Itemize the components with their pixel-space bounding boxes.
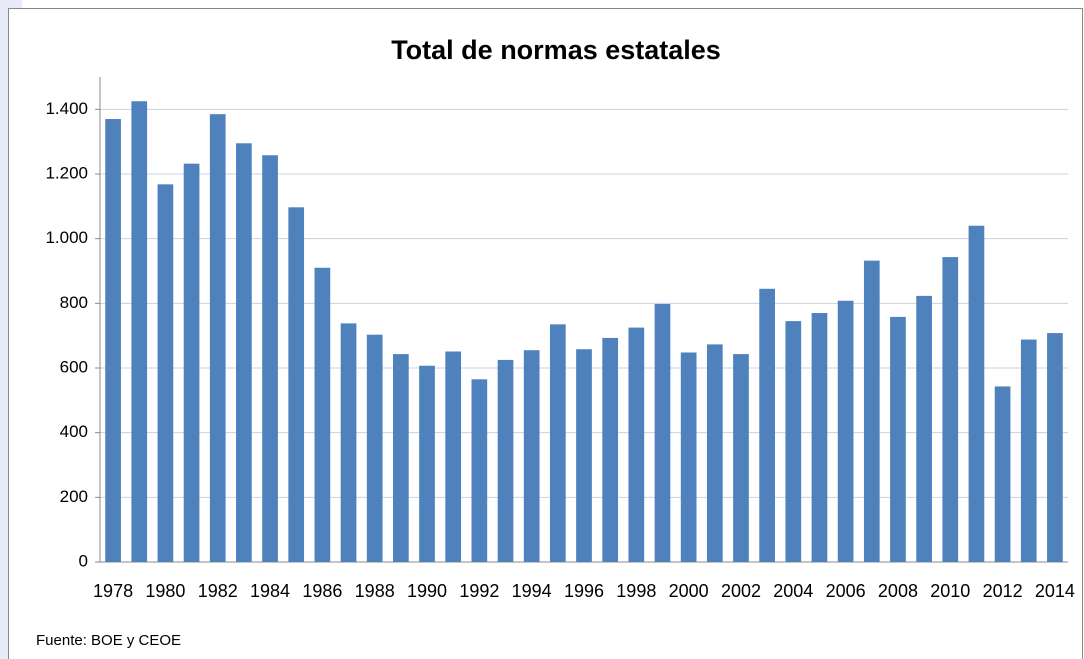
bar <box>759 288 775 562</box>
y-tick-label: 1.200 <box>45 163 88 182</box>
bar <box>262 155 278 562</box>
x-tick-label: 1986 <box>302 581 342 601</box>
bar <box>131 101 148 562</box>
bar <box>628 327 645 562</box>
x-tick-label: 1988 <box>355 581 395 601</box>
x-tick-label: 1978 <box>93 581 133 601</box>
bar <box>733 354 749 562</box>
bar <box>837 300 854 562</box>
bar <box>890 316 906 562</box>
bar <box>105 119 121 563</box>
bar <box>994 386 1011 562</box>
bar <box>314 267 331 562</box>
bar <box>942 257 959 562</box>
x-tick-label: 1998 <box>616 581 656 601</box>
chart-title: Total de normas estatales <box>391 35 721 65</box>
bar <box>236 143 252 563</box>
y-tick-label: 1.400 <box>45 99 88 118</box>
bar <box>654 303 671 562</box>
bar <box>576 349 592 562</box>
bar <box>523 350 540 562</box>
x-tick-label: 2000 <box>669 581 709 601</box>
x-tick-label: 2008 <box>878 581 918 601</box>
bar <box>549 324 566 562</box>
x-tick-label: 1980 <box>145 581 185 601</box>
bar <box>366 334 383 562</box>
bar <box>157 184 174 562</box>
x-tick-label: 2010 <box>930 581 970 601</box>
source-note: Fuente: BOE y CEOE <box>36 632 181 649</box>
bar <box>183 163 200 563</box>
x-tick-label: 2004 <box>773 581 813 601</box>
x-tick-label: 1984 <box>250 581 290 601</box>
bar <box>916 295 932 562</box>
y-tick-label: 0 <box>79 551 88 570</box>
bar <box>968 225 985 562</box>
bar <box>602 337 619 562</box>
y-tick-label: 400 <box>60 422 88 441</box>
x-tick-label: 2006 <box>826 581 866 601</box>
x-tick-label: 1992 <box>459 581 499 601</box>
x-tick-label: 1982 <box>198 581 238 601</box>
x-tick-label: 2012 <box>983 581 1023 601</box>
y-tick-label: 200 <box>60 487 88 506</box>
bar <box>288 207 305 562</box>
y-tick-label: 1.000 <box>45 228 88 247</box>
bar <box>471 379 488 562</box>
bar <box>419 365 435 562</box>
bar <box>340 323 357 562</box>
bar <box>393 354 409 562</box>
bar <box>445 351 462 562</box>
bar <box>497 359 514 562</box>
x-tick-label: 2014 <box>1035 581 1075 601</box>
bar <box>1047 333 1063 562</box>
y-tick-label: 600 <box>60 357 88 376</box>
bar <box>811 313 828 562</box>
bar <box>680 352 697 562</box>
x-tick-label: 2002 <box>721 581 761 601</box>
bar <box>863 260 880 562</box>
bar <box>785 321 802 562</box>
y-tick-label: 800 <box>60 293 88 312</box>
bar <box>1020 339 1037 562</box>
x-tick-label: 1994 <box>512 581 552 601</box>
bar <box>209 114 226 562</box>
x-tick-label: 1996 <box>564 581 604 601</box>
x-tick-label: 1990 <box>407 581 447 601</box>
bar <box>706 344 723 562</box>
